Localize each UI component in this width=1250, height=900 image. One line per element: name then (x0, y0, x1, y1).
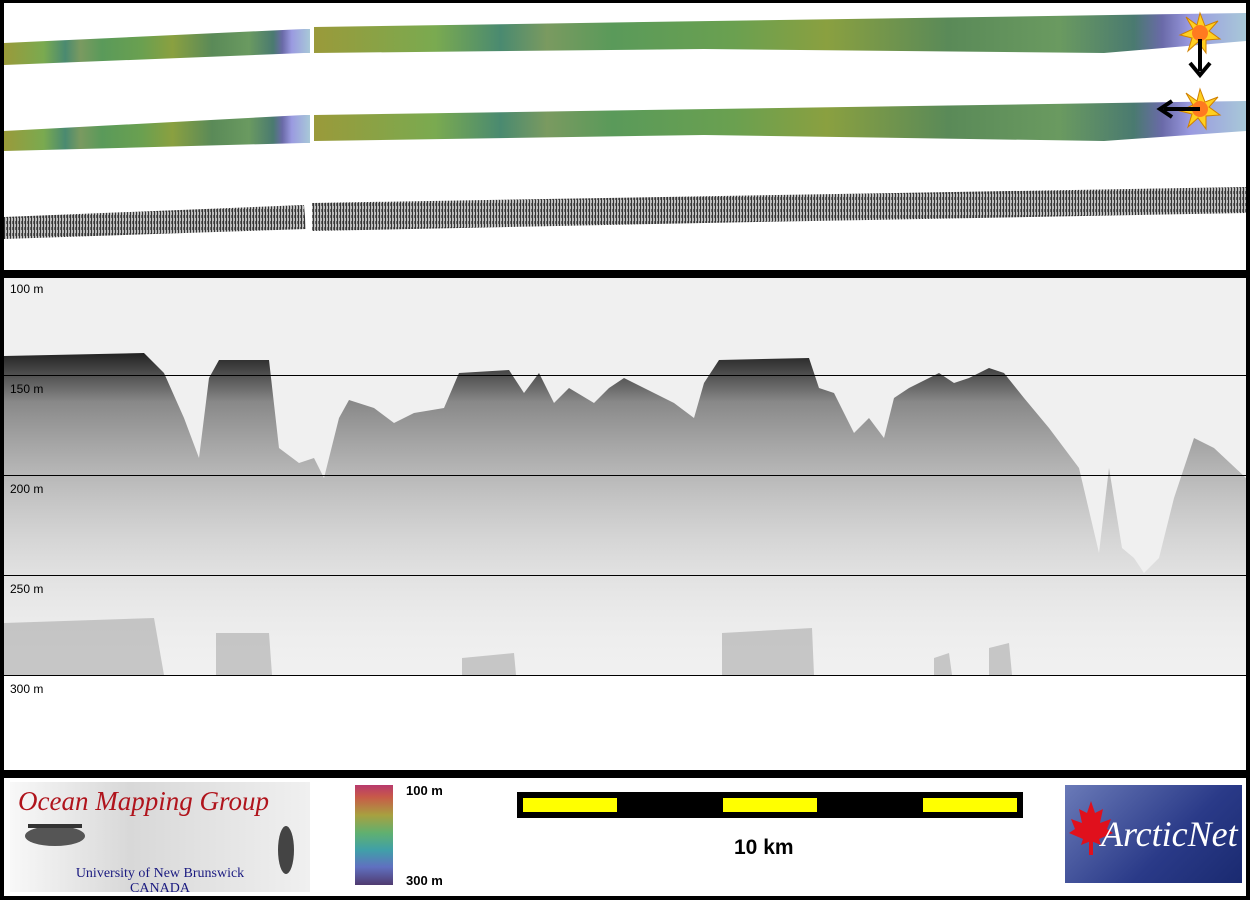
depth-label-250: 250 m (10, 582, 44, 596)
multiple-echo (4, 618, 1012, 675)
scale-bar-label: 10 km (734, 836, 794, 859)
backscatter-strip-left (4, 205, 306, 239)
sonar-vehicle-icon (25, 824, 85, 846)
bathymetry-strip-1b (314, 13, 1246, 53)
bathymetry-strip-2 (4, 115, 310, 151)
depth-label-300: 300 m (10, 682, 44, 696)
depth-colorbar (355, 785, 393, 885)
bathymetry-strip-2b (314, 101, 1246, 141)
seabed-return (4, 353, 1246, 678)
depth-gridline (4, 475, 1246, 476)
scale-bar-segment (923, 798, 1017, 812)
arrow-left-icon (1156, 99, 1200, 119)
colorbar-bottom-label: 300 m (406, 873, 443, 888)
maple-leaf-icon (1069, 801, 1113, 855)
depth-gridline (4, 675, 1246, 676)
bathymetry-strip-1 (4, 29, 310, 65)
swath-strips (4, 11, 1246, 239)
scale-bar (517, 792, 1023, 818)
arcticnet-logo: ArcticNet (1065, 785, 1242, 883)
ocean-mapping-group-logo: Ocean Mapping Group University of New Br… (10, 782, 310, 896)
backscatter-strip-right (312, 187, 1246, 231)
depth-label-150: 150 m (10, 382, 44, 396)
sonar-fish-icon (278, 826, 294, 874)
footer-panel: Ocean Mapping Group University of New Br… (4, 778, 1246, 896)
omg-logo-university: University of New Brunswick (75, 866, 245, 881)
omg-logo-title: Ocean Mapping Group (18, 786, 269, 816)
omg-logo-country: CANADA (130, 881, 190, 896)
depth-label-200: 200 m (10, 482, 44, 496)
scale-bar-segment (723, 798, 817, 812)
echogram (4, 278, 1246, 678)
depth-label-100: 100 m (10, 282, 44, 296)
arcticnet-logo-text: ArcticNet (1101, 814, 1238, 854)
colorbar-top-label: 100 m (406, 783, 443, 798)
arrow-down-icon (1188, 39, 1212, 79)
swath-map-panel (4, 3, 1246, 270)
depth-gridline (4, 375, 1246, 376)
scale-bar-segment (523, 798, 617, 812)
depth-profile-panel: 100 m 150 m 200 m 250 m 300 m (4, 278, 1246, 770)
depth-gridline (4, 575, 1246, 576)
